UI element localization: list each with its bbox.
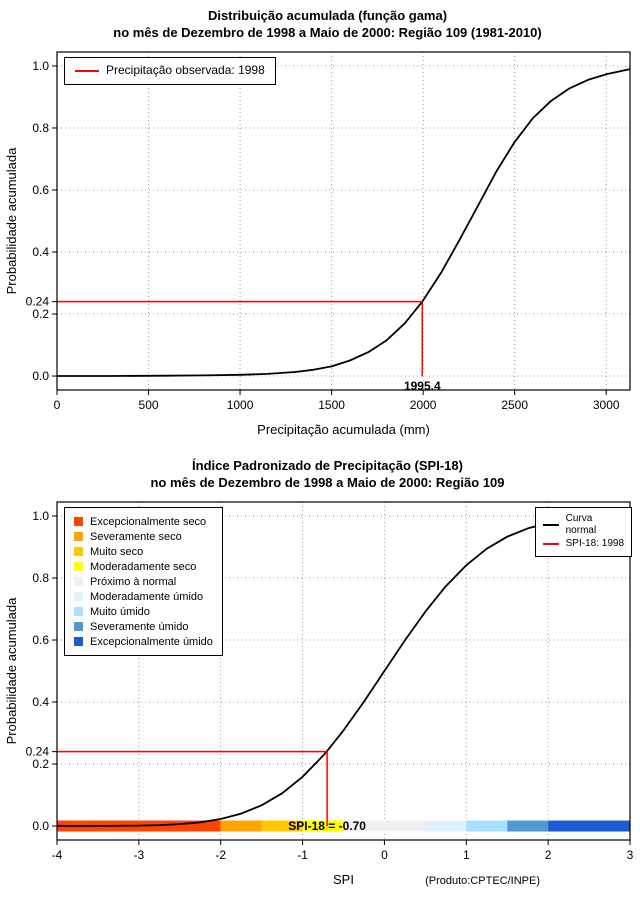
category-color-swatch [74,592,83,601]
y-tick-label: 0.8 [32,571,49,585]
category-label: Excepcionalmente seco [90,515,207,528]
gamma-distribution-chart: Distribuição acumulada (função gama) no … [4,8,631,437]
x-tick-label: 1 [463,848,470,862]
annotation-y-label: 0.24 [26,745,50,759]
spi-category-legend-entry: Excepcionalmente seco [74,514,213,529]
category-label: Severamente seco [90,530,182,543]
category-label: Severamente úmido [90,620,189,633]
y-tick-label: 0.8 [32,121,49,135]
x-tick-label: 0 [381,848,388,862]
spi-chart: Índice Padronizado de Precipitação (SPI-… [0,450,640,900]
spi-category-legend-entry: Muito úmido [74,604,213,619]
curve-legend: Curva normal SPI-18: 1998 [534,507,632,557]
spi-category-bar-segment [220,820,262,832]
spi-category-legend-entry: Excepcionalmente úmido [74,634,213,649]
y-axis-label: Probabilidade acumulada [4,597,19,744]
category-color-swatch [74,622,83,631]
x-tick-label: 1500 [318,398,345,412]
legend-label: SPI-18: 1998 [565,537,624,549]
chart-title: Distribuição acumulada (função gama) [207,8,448,23]
plot-box [56,501,631,841]
y-tick-label: 1.0 [32,59,49,73]
category-color-swatch [74,517,83,526]
category-color-swatch [74,607,83,616]
spi-category-bar-segment [466,820,508,832]
y-tick-label: 0.6 [32,633,49,647]
legend-entry: Precipitação observada: 1998 [75,63,265,79]
x-tick-label: 2000 [410,398,437,412]
category-color-swatch [74,547,83,556]
legend-line-swatch [542,523,559,526]
y-tick-label: 0.6 [32,183,49,197]
y-tick-label: 0.0 [32,369,49,383]
category-label: Muito seco [90,545,144,558]
annotation-y-label: 0.24 [26,295,50,309]
category-color-swatch [74,532,83,541]
x-tick-label: -3 [134,848,145,862]
y-axis-label: Probabilidade acumulada [4,147,19,294]
chart-title: Índice Padronizado de Precipitação (SPI-… [192,458,463,473]
spi-category-bar-segment [548,820,630,832]
legend-label: Curva normal [565,513,597,536]
y-tick-label: 1.0 [32,509,49,523]
legend-entry: Curva normal [542,513,624,536]
category-label: Muito úmido [90,605,150,618]
cdf-curve [57,68,631,377]
y-tick-label: 0.2 [32,757,49,771]
category-label: Moderadamente seco [90,560,197,573]
annotation-x-label: 1995.4 [404,379,441,393]
category-color-swatch [74,577,83,586]
legend-label: Precipitação observada: 1998 [106,63,265,78]
spi-category-bar-segment [507,820,549,832]
x-tick-label: 3 [627,848,634,862]
spi-category-legend-entry: Muito seco [74,544,213,559]
legend-entry: SPI-18: 1998 [542,536,624,551]
category-color-swatch [74,562,83,571]
x-tick-label: 3000 [593,398,620,412]
spi-category-legend-entry: Severamente úmido [74,619,213,634]
x-tick-label: -2 [215,848,226,862]
gamma-cdf-plot: 0.24 1995.4 0 500 1000 1500 2000 2500 3000 0.0 0.2… [4,51,631,437]
category-label: Próximo à normal [90,575,177,588]
y-tick-label: 0.4 [32,245,49,259]
y-tick-label: 0.0 [32,819,49,833]
x-tick-label: 2500 [501,398,528,412]
spi-category-legend-entry: Moderadamente seco [74,559,213,574]
spi-cdf-plot: 0.24 SPI-18 = -0.70 -4 -3 -2 -1 0 1 2 3 0.0 0.2 0.4 0… [4,501,634,887]
category-label: Excepcionalmente úmido [90,635,213,648]
legend-line-swatch [542,542,559,545]
category-label: Moderadamente úmido [90,590,204,603]
category-color-swatch [74,637,83,646]
spi-category-legend-entry: Severamente seco [74,529,213,544]
x-tick-label: 500 [139,398,159,412]
spi-category-legend-entry: Moderadamente úmido [74,589,213,604]
spi-category-bar-segment [261,820,303,832]
x-tick-label: 1000 [227,398,254,412]
x-axis-label: Precipitação acumulada (mm) [257,422,430,437]
x-axis-label: SPI [333,872,354,887]
product-footnote: (Produto:CPTEC/INPE) [425,875,540,887]
plot-box [56,51,631,391]
x-tick-label: 0 [54,398,61,412]
annotation-bar-label: SPI-18 = -0.70 [288,819,366,833]
x-tick-label: -4 [52,848,63,862]
legend-line-swatch [75,70,99,72]
spi-category-legend-entry: Próximo à normal [74,574,213,589]
chart-subtitle: no mês de Dezembro de 1998 a Maio de 200… [150,475,505,490]
spi-category-legend: Excepcionalmente seco Severamente seco Mui… [64,507,223,656]
observed-precipitation-legend: Precipitação observada: 1998 [64,57,276,85]
y-tick-label: 0.4 [32,695,49,709]
spi-category-bar-segment [302,820,344,832]
spi-category-bar-segment [425,820,467,832]
chart-subtitle: no mês de Dezembro de 1998 a Maio de 200… [113,25,542,40]
x-tick-label: 2 [545,848,552,862]
y-tick-label: 0.2 [32,307,49,321]
spi-category-bar-segment [343,820,426,832]
x-tick-label: -1 [297,848,308,862]
